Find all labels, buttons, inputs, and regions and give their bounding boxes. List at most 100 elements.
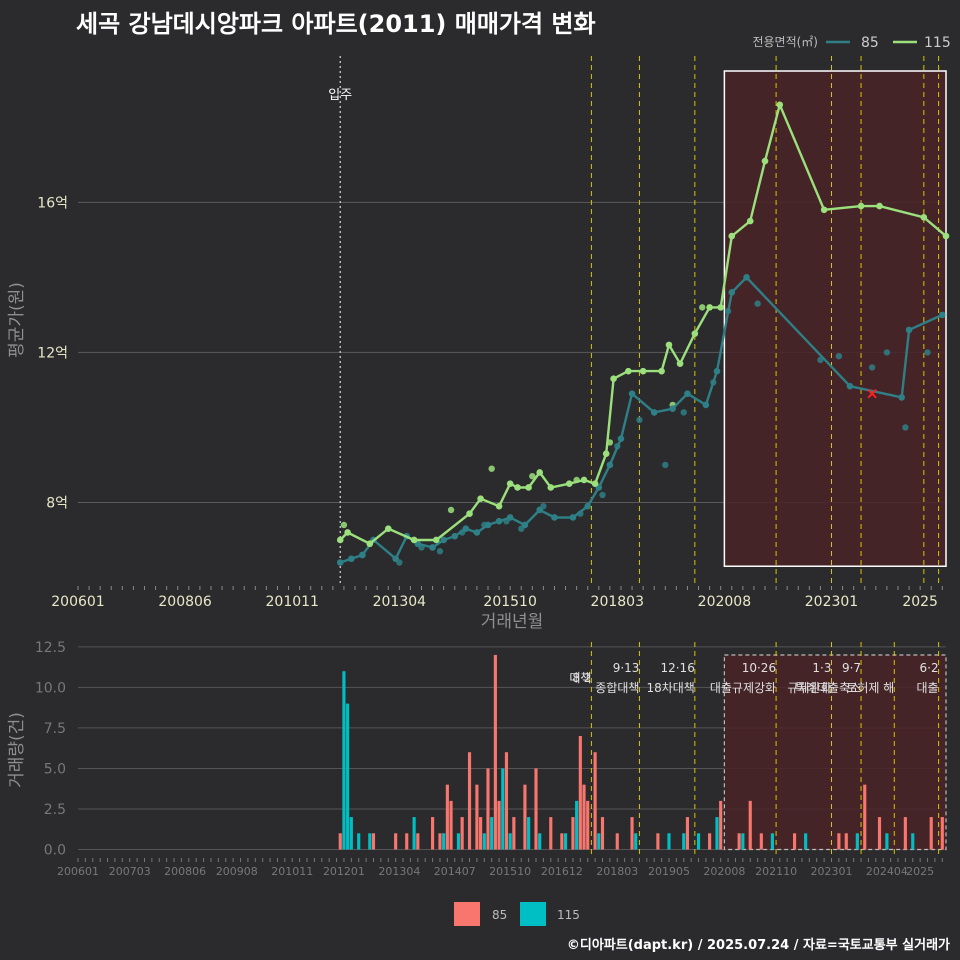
point-115	[340, 521, 348, 529]
bar-85	[523, 784, 527, 850]
cancel-marker	[867, 388, 877, 399]
series-point-85	[728, 289, 736, 296]
bar-x-tick-label: 201201	[323, 865, 365, 878]
series-point-85	[628, 390, 636, 397]
series-point-85	[569, 514, 577, 521]
bar-115	[634, 833, 638, 850]
bar-115	[501, 768, 505, 850]
series-point-115	[410, 536, 418, 544]
bar-legend-label-115: 115	[557, 908, 580, 922]
series-point-85	[521, 521, 529, 529]
series-point-85	[440, 536, 447, 544]
point-85	[662, 461, 669, 469]
bar-115	[527, 817, 531, 850]
bar-115	[349, 817, 353, 850]
series-point-115	[691, 330, 699, 337]
bar-x-tick-label: 202008	[703, 865, 745, 878]
series-point-85	[905, 326, 913, 334]
bar-85	[493, 654, 497, 850]
series-point-115	[625, 367, 632, 375]
bar-x-tick-label: 202110	[755, 865, 797, 878]
bar-85	[877, 817, 882, 850]
series-point-115	[942, 232, 950, 240]
series-point-85	[451, 532, 459, 540]
series-point-115	[336, 536, 344, 544]
series-point-85	[348, 555, 355, 563]
series-point-85	[336, 559, 344, 566]
point-115	[488, 465, 495, 472]
bar-115	[770, 833, 774, 850]
point-85	[902, 424, 909, 431]
bar-115	[804, 833, 808, 850]
bar-y-tick-label: 5.0	[44, 761, 66, 777]
bar-85	[549, 817, 553, 850]
bar-85	[685, 817, 690, 850]
bar-85	[560, 833, 564, 850]
bar-85	[512, 817, 516, 850]
bar-x-tick-label: 202404	[866, 865, 908, 878]
bar-115	[715, 817, 719, 850]
bar-115	[412, 817, 416, 850]
series-point-115	[466, 510, 473, 518]
chart-footer: ©디아파트(dapt.kr) / 2025.07.24 / 자료=국토교통부 실…	[566, 938, 950, 953]
bar-115	[490, 817, 494, 850]
bar-85	[837, 833, 841, 850]
series-point-115	[525, 484, 532, 491]
policy-date: 12·16	[660, 661, 694, 675]
series-point-85	[536, 506, 544, 514]
series-point-85	[713, 367, 721, 375]
bar-x-tick-label: 2025	[906, 865, 934, 878]
bar-85	[394, 833, 398, 850]
bar-85	[534, 768, 538, 850]
policy-date: 9·7	[842, 661, 861, 675]
bar-85	[467, 752, 472, 850]
series-point-115	[477, 495, 484, 503]
series-point-115	[610, 375, 617, 382]
bar-115	[667, 833, 671, 850]
point-85	[868, 364, 876, 371]
bar-85	[863, 784, 867, 850]
x-tick-label: 200601	[51, 594, 104, 610]
bar-85	[719, 800, 723, 850]
point-85	[883, 349, 891, 356]
bar-y-tick-label: 7.5	[44, 721, 66, 737]
x-tick-label: 201803	[591, 594, 644, 610]
movein-label: 입주	[328, 88, 352, 103]
series-point-115	[536, 469, 544, 476]
bar-115	[508, 833, 512, 850]
policy-date: 10·26	[742, 661, 776, 675]
point-85	[599, 491, 606, 499]
bar-115	[855, 833, 859, 850]
point-85	[835, 352, 843, 360]
bar-legend-label-85: 85	[492, 908, 507, 922]
series-point-115	[639, 367, 647, 375]
series-point-115	[565, 480, 573, 488]
chart-title: 세곡 강남데시앙파크 아파트(2011) 매매가격 변화	[76, 10, 596, 38]
bar-115	[575, 800, 579, 850]
bar-x-tick-label: 200601	[57, 865, 99, 878]
series-point-85	[551, 514, 558, 521]
legend-label-115: 115	[924, 35, 951, 51]
bar-85	[929, 817, 933, 850]
series-point-115	[776, 101, 784, 109]
bar-85	[630, 817, 634, 850]
bar-85	[792, 833, 797, 850]
series-point-115	[746, 217, 754, 225]
series-point-115	[665, 341, 673, 349]
x-tick-label: 201304	[373, 594, 427, 610]
series-point-115	[547, 484, 555, 491]
bar-x-tick-label: 200703	[109, 865, 151, 878]
bar-x-tick-label: 201304	[378, 865, 420, 878]
series-point-115	[495, 502, 503, 510]
series-point-115	[658, 367, 665, 375]
series-point-115	[676, 360, 684, 367]
series-point-115	[761, 157, 769, 165]
bar-115	[696, 833, 701, 850]
policy-date: 6·2	[920, 661, 939, 675]
bar-85	[708, 833, 712, 850]
y-tick-label: 12억	[37, 345, 68, 361]
series-point-115	[514, 484, 521, 491]
bar-85	[940, 817, 944, 850]
bar-85	[578, 736, 582, 850]
